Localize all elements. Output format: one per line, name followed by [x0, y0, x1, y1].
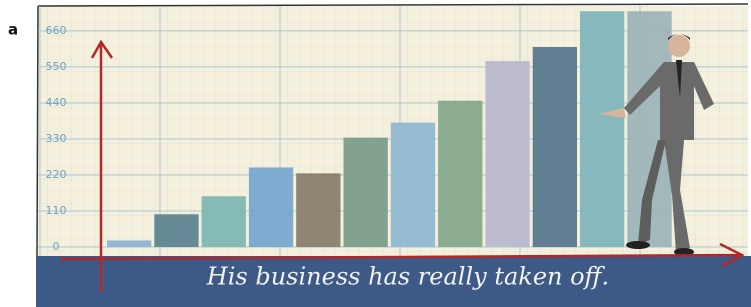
bar	[391, 123, 435, 247]
bar	[154, 214, 198, 247]
y-tick-label: 660	[46, 24, 67, 37]
y-tick-label: 440	[46, 96, 67, 109]
caption: His business has really taken off.	[206, 263, 609, 291]
bar	[438, 101, 482, 247]
bar	[344, 138, 388, 247]
y-tick-label: 330	[46, 132, 67, 145]
bar	[249, 167, 293, 247]
border	[37, 6, 38, 256]
panel-label: a	[8, 21, 18, 39]
bar	[580, 11, 624, 247]
border	[38, 4, 748, 6]
y-tick-label: 220	[46, 168, 67, 181]
chart: 0 110 220 330 440 550 660 a His business has r…	[0, 0, 751, 307]
bar	[202, 196, 246, 247]
bar	[485, 61, 529, 247]
bar	[533, 47, 577, 247]
y-tick-label: 0	[53, 240, 60, 253]
y-tick-label: 550	[46, 60, 67, 73]
bar	[296, 173, 340, 247]
y-tick-label: 110	[46, 204, 67, 217]
bar	[107, 240, 151, 247]
